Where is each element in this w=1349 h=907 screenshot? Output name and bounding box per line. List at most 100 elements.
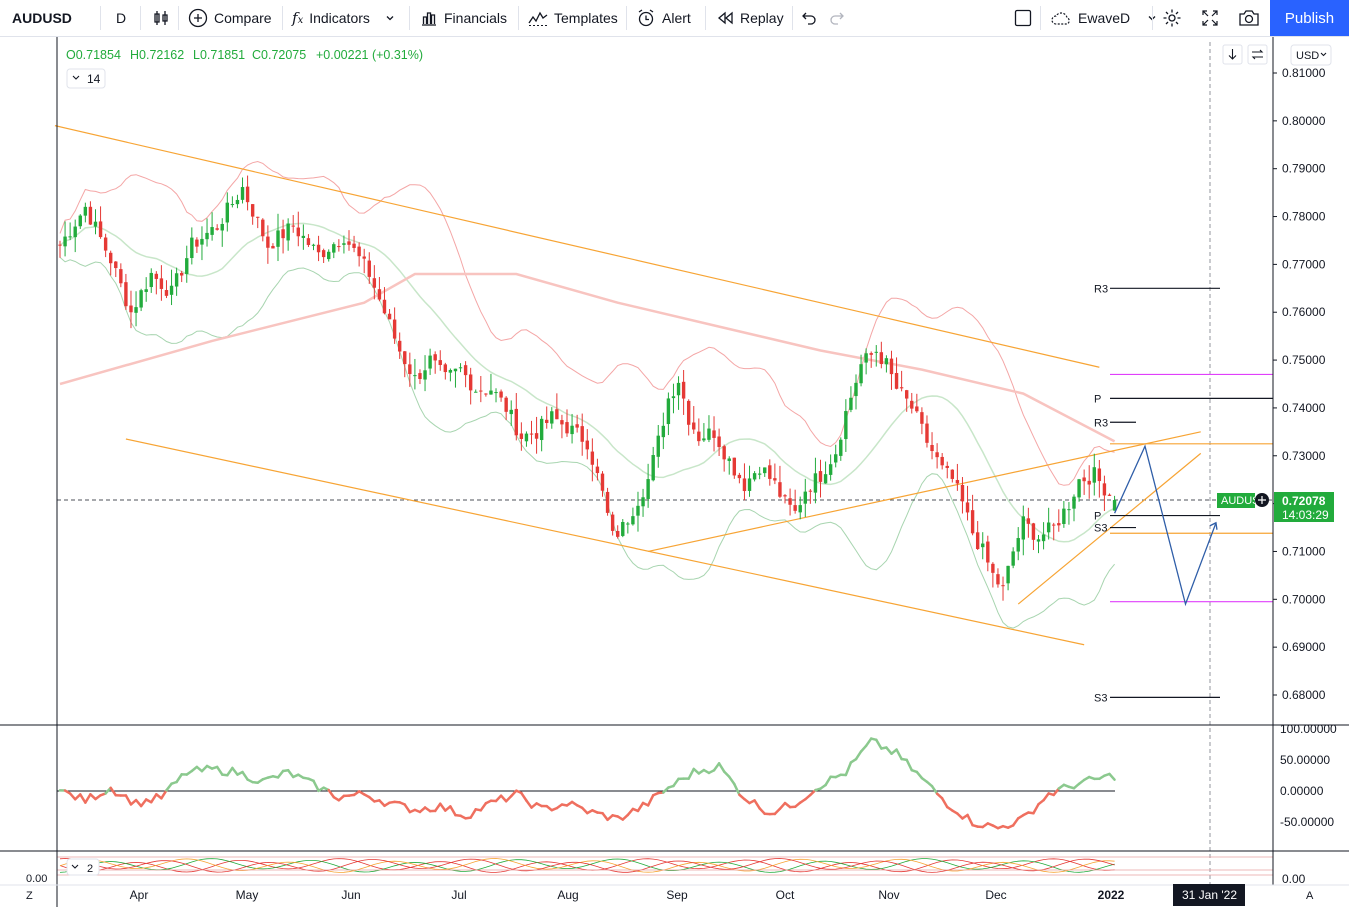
price-tick-label: 0.74000 <box>1282 401 1326 415</box>
candle-body <box>828 464 833 475</box>
osc-segment <box>226 766 234 777</box>
candle-body <box>925 423 929 443</box>
osc-segment <box>134 798 143 808</box>
chart-canvas[interactable]: 0.81000 0.80000 0.79000 0.78000 0.77000 0.760… <box>0 37 1349 907</box>
chevron-down-icon <box>1320 52 1327 57</box>
osc-segment <box>885 746 893 755</box>
candle-body <box>651 455 655 481</box>
sub-series-line <box>59 858 1115 873</box>
candle-body <box>747 478 752 491</box>
layout-name-button[interactable]: EwaveD <box>1050 0 1158 36</box>
candle-body <box>803 491 807 504</box>
candle-body <box>266 236 270 248</box>
osc-tick-label: 50.00000 <box>1280 753 1330 767</box>
snapshot-button[interactable] <box>1238 0 1260 36</box>
candle-body <box>215 228 219 230</box>
osc-segment <box>469 808 477 819</box>
indicator-param: 14 <box>87 72 101 86</box>
replay-label: Replay <box>740 10 784 26</box>
templates-button[interactable]: Templates <box>528 0 618 36</box>
candle-body <box>636 505 640 516</box>
candle-body <box>910 400 914 409</box>
candle-body <box>352 243 356 248</box>
indicators-label: Indicators <box>309 10 370 26</box>
candle-body <box>68 236 72 238</box>
indicator-legend-box[interactable] <box>66 68 106 89</box>
projection-arrowhead <box>1209 521 1218 530</box>
candle-body <box>1001 585 1005 587</box>
time-tick-label: 2022 <box>1098 888 1125 902</box>
time-tick-label: Dec <box>985 888 1006 902</box>
symbol-label: AUDUSD <box>12 10 72 26</box>
fullscreen-button[interactable] <box>1201 0 1219 36</box>
candle-body <box>1062 508 1066 524</box>
candle-body <box>458 367 463 369</box>
sub-legend-box[interactable] <box>66 858 100 876</box>
candle-body <box>474 391 478 393</box>
publish-button[interactable]: Publish <box>1270 0 1349 36</box>
candle-body <box>996 574 1000 585</box>
osc-segment <box>215 765 224 776</box>
pivot-label: S3 <box>1094 692 1107 704</box>
candle-body <box>1077 479 1081 498</box>
plus-icon <box>1258 496 1266 504</box>
pane-frame <box>0 37 1349 907</box>
candle-body <box>78 215 82 227</box>
osc-segment <box>79 793 87 804</box>
candle-body <box>600 473 605 491</box>
candle-body <box>1016 538 1020 552</box>
alert-button[interactable]: Alert <box>636 0 691 36</box>
candle-body <box>534 433 539 439</box>
candle-body <box>190 237 194 259</box>
symbol-search[interactable]: AUDUSD <box>12 0 72 36</box>
candle-body <box>661 425 666 438</box>
replay-button[interactable]: Replay <box>716 0 784 36</box>
candle-body <box>920 412 924 424</box>
sma-long <box>59 272 1116 443</box>
zoom-mode-button[interactable]: Z <box>26 890 33 902</box>
indicators-button[interactable]: fx Indicators <box>292 0 396 36</box>
candle-body <box>93 221 98 227</box>
candle-body <box>1011 551 1015 566</box>
financials-button[interactable]: Financials <box>420 0 507 36</box>
candle-body <box>1057 523 1061 526</box>
candle-body <box>271 245 275 249</box>
arrow-down-icon <box>1228 49 1237 60</box>
candles-icon[interactable] <box>152 0 170 36</box>
time-tick-label: Aug <box>557 888 578 902</box>
candle-body <box>230 204 235 206</box>
currency-select[interactable] <box>1290 44 1332 66</box>
bollinger-upper <box>59 160 1115 486</box>
candle-body <box>707 428 711 440</box>
osc-segment <box>727 775 736 786</box>
osc-segment <box>672 777 680 788</box>
redo-button[interactable] <box>829 0 845 36</box>
candle-body <box>185 258 189 274</box>
candle-body <box>1082 477 1086 482</box>
bar-countdown: 14:03:29 <box>1282 508 1329 522</box>
compare-button[interactable]: Compare <box>188 0 272 36</box>
price-tick-label: 0.69000 <box>1282 640 1326 654</box>
candle-body <box>484 393 488 395</box>
candle-body <box>509 409 513 415</box>
alert-label: Alert <box>662 10 691 26</box>
settings-button[interactable] <box>1162 0 1182 36</box>
undo-button[interactable] <box>801 0 817 36</box>
interval-button[interactable]: D <box>116 0 126 36</box>
auto-scale-button[interactable]: A <box>1306 890 1314 902</box>
candle-body <box>468 374 473 391</box>
candle-body <box>195 239 199 247</box>
candle-body <box>1102 483 1107 496</box>
candle-body <box>103 237 108 251</box>
divider <box>626 6 627 30</box>
osc-segment <box>859 744 868 753</box>
candle-body <box>686 400 691 425</box>
layout-toggle-button[interactable] <box>1014 0 1032 36</box>
divider <box>1152 6 1153 30</box>
osc-segment <box>1042 792 1050 802</box>
oscillator-pane <box>57 737 1116 830</box>
candle-body <box>296 227 300 237</box>
candle-body <box>834 454 838 463</box>
candle-body <box>1046 522 1051 533</box>
refresh-button[interactable] <box>1247 44 1268 65</box>
